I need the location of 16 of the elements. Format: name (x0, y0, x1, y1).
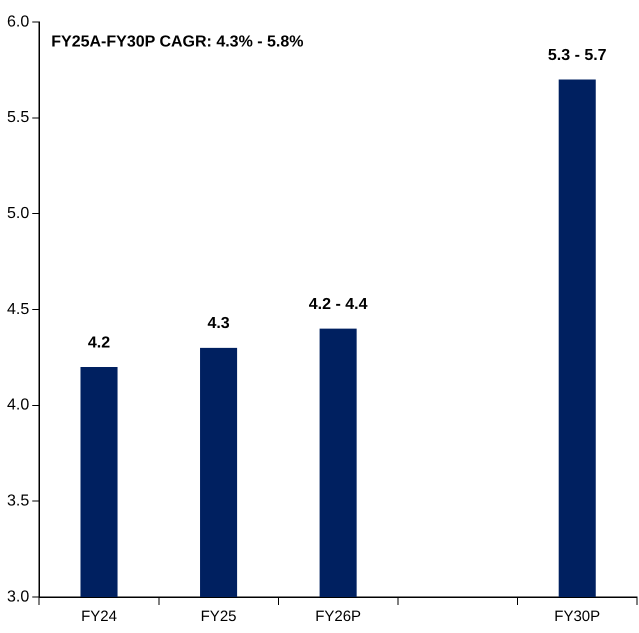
x-tick-label: FY26P (315, 608, 362, 626)
y-tick-label: 3.5 (6, 492, 30, 510)
annotation: 5.3 - 5.7 (548, 46, 607, 64)
data-label: 4.2 (88, 334, 110, 352)
x-tick-label: FY24 (81, 608, 117, 626)
y-tick-label: 3.0 (6, 588, 30, 606)
y-tick-label: 6.0 (6, 13, 30, 30)
x-tick-label: FY30P (554, 608, 600, 626)
y-tick-label: 5.5 (6, 109, 30, 126)
annotation: 4.2 - 4.4 (308, 296, 368, 314)
data-label: 4.3 (207, 315, 230, 332)
y-tick-label: 4.0 (6, 396, 30, 414)
y-tick-label: 5.0 (6, 205, 30, 222)
annotation: FY25A-FY30P CAGR: 4.3% - 5.8% (51, 33, 304, 50)
y-tick-label: 4.5 (6, 300, 30, 318)
x-tick-label: FY25 (200, 608, 236, 626)
